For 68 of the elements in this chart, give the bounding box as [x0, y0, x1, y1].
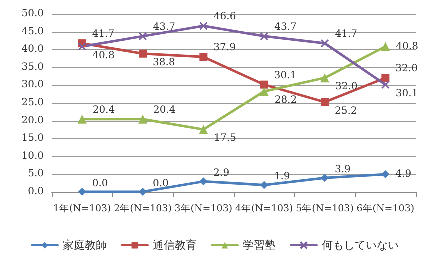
x-tick-label: 2年(N=103) — [114, 202, 172, 214]
point — [260, 181, 268, 190]
x-tick-label: 1年(N=103) — [53, 202, 112, 214]
y-tick-label: 40.0 — [22, 44, 44, 56]
y-tick-label: 15.0 — [22, 133, 44, 144]
x-tick-label: 5年(N=103) — [296, 202, 354, 214]
y-tick-label: 5.0 — [28, 168, 44, 180]
point — [139, 50, 147, 58]
legend-label: 学習塾 — [243, 239, 276, 252]
point — [78, 188, 86, 196]
point — [78, 114, 87, 124]
data-label: 0.0 — [92, 178, 108, 190]
point — [382, 74, 390, 82]
data-label: 4.9 — [396, 169, 412, 180]
x-tick-label: 4年(N=103) — [235, 202, 294, 214]
data-label: 28.2 — [274, 95, 298, 106]
point — [260, 80, 268, 89]
data-label: 40.8 — [92, 50, 115, 62]
data-label: 43.7 — [153, 22, 176, 33]
data-label: 41.7 — [92, 29, 115, 40]
y-tick-label: 50.0 — [22, 8, 44, 20]
point — [78, 42, 87, 51]
data-label: 30.1 — [274, 70, 297, 82]
y-tick-label: 10.0 — [22, 150, 44, 162]
point — [320, 74, 330, 83]
data-label: 3.9 — [335, 164, 351, 176]
y-tick-label: 20.0 — [22, 115, 44, 126]
point — [138, 32, 148, 41]
point — [381, 42, 390, 52]
data-label: 30.1 — [396, 88, 418, 100]
point — [321, 98, 329, 106]
data-label: 43.7 — [274, 22, 297, 33]
point — [321, 174, 329, 182]
data-label: 0.0 — [153, 178, 169, 190]
y-tick-label: 35.0 — [22, 62, 44, 73]
legend-label: 何もしていない — [322, 239, 399, 252]
point — [200, 53, 208, 62]
x-tick-label: 3年(N=103) — [174, 202, 233, 214]
data-label: 37.9 — [214, 42, 236, 54]
point — [260, 32, 269, 41]
data-label: 38.8 — [153, 57, 176, 68]
x-tick-label: 6年(N=103) — [356, 202, 415, 214]
data-label: 2.9 — [214, 168, 230, 180]
point — [320, 39, 330, 48]
point — [200, 178, 208, 186]
legend-label: 通信教育 — [153, 239, 197, 252]
data-label: 46.6 — [214, 12, 236, 23]
data-label: 32.0 — [336, 82, 358, 93]
point — [260, 87, 269, 96]
data-label: 32.0 — [396, 64, 418, 75]
data-label: 17.5 — [214, 133, 236, 144]
point — [199, 125, 208, 134]
y-tick-label: 25.0 — [22, 98, 44, 108]
data-label: 25.2 — [335, 106, 358, 117]
y-tick-label: 0.0 — [28, 186, 44, 198]
point — [381, 80, 390, 90]
data-label: 41.7 — [335, 29, 358, 40]
y-tick-label: 30.0 — [22, 80, 44, 91]
point — [382, 170, 390, 179]
data-label: 20.4 — [154, 104, 176, 116]
data-label: 40.8 — [396, 41, 418, 52]
point — [199, 22, 208, 30]
point — [138, 114, 148, 124]
y-tick-label: 45.0 — [22, 26, 44, 38]
data-label: 20.4 — [92, 104, 116, 116]
point — [139, 188, 147, 196]
data-label: 1.9 — [274, 172, 290, 183]
legend-label: 家庭教師 — [63, 239, 107, 252]
